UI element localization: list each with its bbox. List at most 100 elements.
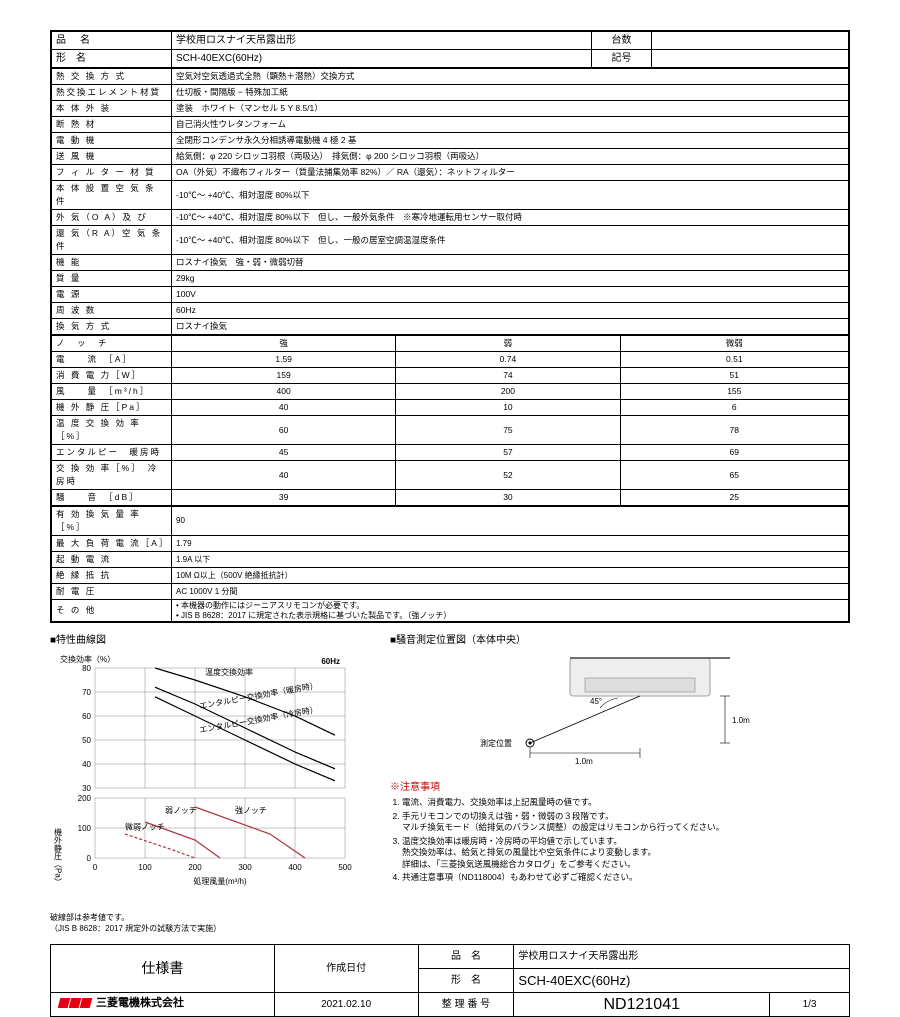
notch-row-label: 交 換 効 率［%］ 冷房時: [52, 461, 172, 490]
spec-label: 送 風 機: [52, 149, 172, 165]
note-item: 電流、消費電力、交換効率は上記風量時の値です。: [402, 797, 850, 808]
spec2-label: 絶 縁 抵 抗: [52, 568, 172, 584]
notch-cell: 200: [396, 384, 620, 400]
spec-label: 還 気（R A）空 気 条 件: [52, 226, 172, 255]
specs2-table: 有 効 換 気 量 率［%］90最 大 負 荷 電 流［A］1.79起 動 電 …: [51, 506, 849, 622]
spec-value: 塗装 ホワイト（マンセル 5 Y 8.5/1）: [172, 101, 849, 117]
spec2-value: • 本機器の動作にはジーニアスリモコンが必要です。• JIS B 8628：20…: [172, 600, 849, 622]
notch-cell: 159: [172, 368, 396, 384]
svg-text:1.0m: 1.0m: [732, 716, 750, 725]
spec-value: -10℃～ +40℃、相対湿度 80%以下 但し、一般の居室空調温湿度条件: [172, 226, 849, 255]
spec2-label: 耐 電 圧: [52, 584, 172, 600]
spec-label: 熱 交 換 方 式: [52, 69, 172, 85]
spec-value: -10℃～ +40℃、相対湿度 80%以下 但し、一般外気条件 ※寒冷地運転用セ…: [172, 210, 849, 226]
notch-row-label: 機 外 静 圧［Pa］: [52, 400, 172, 416]
spec2-value: 90: [172, 507, 849, 536]
ctrl-label: 整 理 番 号: [418, 993, 514, 1017]
notch-cell: 30: [396, 490, 620, 506]
notch-cell: 6: [620, 400, 848, 416]
spec-label: フ ィ ル タ ー 材 質: [52, 165, 172, 181]
chart-footnote: 破線部は参考値です。 （JIS B 8628：2017 規定外の試験方法で実施）: [50, 912, 380, 934]
qty-label: 台数: [592, 32, 652, 50]
notch-row-label: 電 流 ［A］: [52, 352, 172, 368]
svg-text:200: 200: [78, 794, 92, 803]
company-logo: 三菱電機株式会社: [59, 997, 184, 1010]
characteristic-chart: 60Hz交換効率（%）304050607080温度交換効率エンタルピー交換効率（…: [50, 648, 380, 910]
notch-row-label: 騒 音 ［dB］: [52, 490, 172, 506]
spec-label: 周 波 数: [52, 303, 172, 319]
svg-text:80: 80: [82, 664, 91, 673]
company-name: 三菱電機株式会社: [96, 997, 184, 1010]
svg-text:微弱ノッチ: 微弱ノッチ: [125, 822, 165, 832]
spec-value: OA（外気）不織布フィルター（質量法捕集効率 82%）／ RA（還気）：ネットフ…: [172, 165, 849, 181]
noise-diagram: 45°1.0m1.0m測定位置: [390, 648, 770, 768]
spec-value: ロスナイ換気 強・弱・微弱切替: [172, 255, 849, 271]
date-label: 作成日付: [274, 945, 418, 993]
notch-row-label: エンタルピー 暖房時: [52, 445, 172, 461]
notch-table: ノ ッ チ強弱微弱電 流 ［A］1.590.740.51消 費 電 力［W］15…: [51, 335, 849, 506]
ctrl-no: ND121041: [514, 993, 770, 1017]
spec-label: 質 量: [52, 271, 172, 287]
footer-name-label: 品 名: [418, 945, 514, 969]
header-table: 品 名 学校用ロスナイ天吊露出形 台数 形 名 SCH-40EXC(60Hz) …: [51, 31, 849, 68]
spec-label: 本 体 設 置 空 気 条 件: [52, 181, 172, 210]
svg-text:500: 500: [338, 863, 352, 872]
notch-cell: 65: [620, 461, 848, 490]
notes-list: 電流、消費電力、交換効率は上記風量時の値です。手元リモコンでの切換えは強・弱・微…: [390, 797, 850, 883]
qty-value: [652, 32, 849, 50]
notch-row-label: 温 度 交 換 効 率 ［%］: [52, 416, 172, 445]
notch-cell: 74: [396, 368, 620, 384]
notch-header: 微弱: [620, 336, 848, 352]
spec-value: 全閉形コンデンサ永久分相誘導電動機 4 極 2 基: [172, 133, 849, 149]
notch-header: 強: [172, 336, 396, 352]
diagram-title: ■騒音測定位置図（本体中央）: [390, 631, 850, 646]
footer-name: 学校用ロスナイ天吊露出形: [514, 945, 850, 969]
spec-value: 29kg: [172, 271, 849, 287]
spec2-label: 起 動 電 流: [52, 552, 172, 568]
spec-label: 断 熱 材: [52, 117, 172, 133]
notch-header-label: ノ ッ チ: [52, 336, 172, 352]
notch-row-label: 消 費 電 力［W］: [52, 368, 172, 384]
page-no: 1/3: [770, 993, 850, 1017]
spec-label: 外 気（O A）及 び: [52, 210, 172, 226]
notch-cell: 75: [396, 416, 620, 445]
svg-text:70: 70: [82, 688, 91, 697]
notch-cell: 52: [396, 461, 620, 490]
notch-cell: 57: [396, 445, 620, 461]
notch-cell: 60: [172, 416, 396, 445]
spec-value: 給気側：φ 220 シロッコ羽根（両吸込） 排気側：φ 200 シロッコ羽根（両…: [172, 149, 849, 165]
svg-text:40: 40: [82, 760, 91, 769]
svg-text:50: 50: [82, 736, 91, 745]
notch-cell: 1.59: [172, 352, 396, 368]
notch-cell: 51: [620, 368, 848, 384]
name-label: 品 名: [52, 32, 172, 50]
svg-text:測定位置: 測定位置: [480, 738, 512, 748]
svg-text:処理風量(m³/h): 処理風量(m³/h): [193, 876, 247, 886]
spec-label: 換 気 方 式: [52, 319, 172, 335]
mark-label: 記号: [592, 50, 652, 68]
spec-value: ロスナイ換気: [172, 319, 849, 335]
spec-label: 電 源: [52, 287, 172, 303]
notch-cell: 40: [172, 400, 396, 416]
specs-table: 熱 交 換 方 式空気対空気透過式全熱（顕熱＋潜熱）交換方式熱交換エレメント材質…: [51, 68, 849, 335]
spec-label: 機 能: [52, 255, 172, 271]
footer-table: 仕様書 作成日付 品 名 学校用ロスナイ天吊露出形 形 名 SCH-40EXC(…: [50, 944, 850, 1017]
svg-text:エンタルピー交換効率（冷房時）: エンタルピー交換効率（冷房時）: [199, 704, 319, 735]
notch-cell: 69: [620, 445, 848, 461]
notch-cell: 400: [172, 384, 396, 400]
notch-cell: 78: [620, 416, 848, 445]
note-item: 温度交換効率は暖房時・冷房時の平均値で示しています。熱交換効率は、給気と排気の風…: [402, 836, 850, 870]
spec-label: 熱交換エレメント材質: [52, 85, 172, 101]
svg-text:100: 100: [138, 863, 152, 872]
svg-text:1.0m: 1.0m: [575, 757, 593, 766]
spec2-label: 有 効 換 気 量 率［%］: [52, 507, 172, 536]
notch-cell: 39: [172, 490, 396, 506]
notch-cell: 25: [620, 490, 848, 506]
notch-cell: 45: [172, 445, 396, 461]
spec-value: 100V: [172, 287, 849, 303]
svg-text:強ノッチ: 強ノッチ: [235, 805, 267, 815]
mark-value: [652, 50, 849, 68]
svg-text:60Hz: 60Hz: [321, 657, 340, 666]
notch-cell: 155: [620, 384, 848, 400]
svg-text:300: 300: [238, 863, 252, 872]
